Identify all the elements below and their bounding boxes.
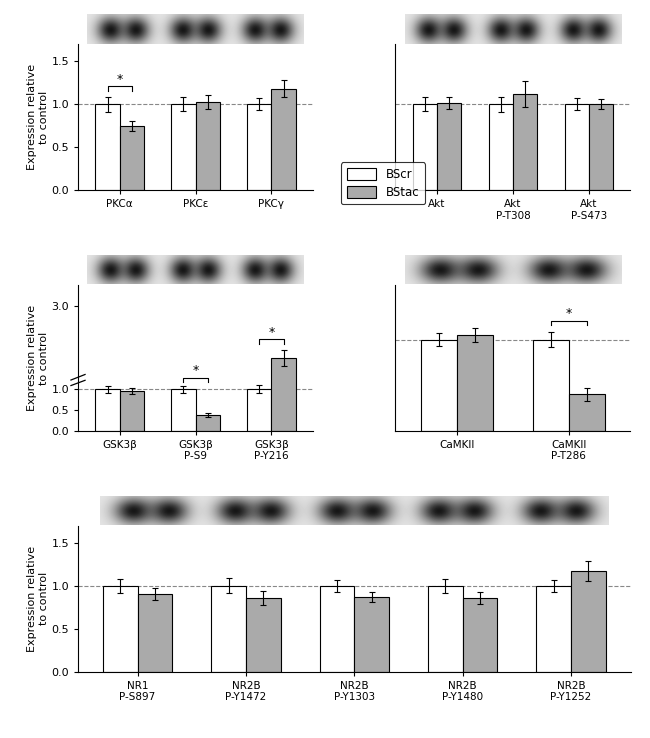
Bar (172, 389, 196, 431)
Text: *: * (566, 307, 572, 320)
Bar (536, 586, 571, 672)
Y-axis label: Expression relative
to control: Expression relative to control (27, 545, 49, 652)
Bar (489, 104, 513, 190)
Y-axis label: Expression relative
to control: Expression relative to control (27, 64, 49, 170)
Bar (437, 103, 461, 190)
Bar (247, 104, 272, 190)
Bar (413, 104, 437, 190)
Bar (513, 94, 537, 190)
Bar (103, 586, 138, 672)
Bar (196, 102, 220, 190)
Bar (96, 104, 120, 190)
Text: *: * (192, 364, 199, 377)
Bar (272, 89, 296, 190)
Bar (571, 571, 606, 672)
Text: *: * (268, 325, 274, 339)
Bar (138, 594, 172, 672)
Bar (196, 415, 220, 431)
Bar (272, 358, 296, 431)
Bar (533, 339, 569, 431)
Y-axis label: Expression relative
to control: Expression relative to control (27, 305, 49, 411)
Bar (120, 391, 144, 431)
Bar (463, 598, 497, 672)
Bar (96, 389, 120, 431)
Bar (211, 586, 246, 672)
Bar (354, 597, 389, 672)
Bar (320, 586, 354, 672)
Text: *: * (116, 72, 123, 86)
Bar (564, 104, 589, 190)
Bar (247, 389, 272, 431)
Bar (457, 335, 493, 431)
Bar (120, 125, 144, 190)
Bar (172, 104, 196, 190)
Bar (246, 598, 281, 672)
Bar (421, 339, 457, 431)
Bar (589, 104, 613, 190)
Bar (428, 586, 463, 672)
Legend: BScr, BStac: BScr, BStac (341, 162, 425, 204)
Bar (569, 394, 604, 431)
